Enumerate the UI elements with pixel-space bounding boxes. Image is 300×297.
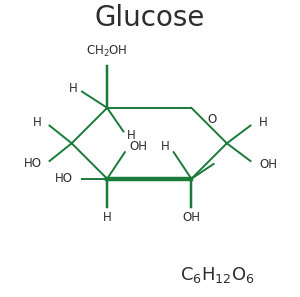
Text: HO: HO bbox=[24, 157, 42, 170]
Text: H: H bbox=[126, 129, 135, 142]
Text: C$_6$H$_{12}$O$_6$: C$_6$H$_{12}$O$_6$ bbox=[181, 265, 256, 285]
Text: Glucose: Glucose bbox=[95, 4, 205, 32]
Text: O: O bbox=[207, 113, 216, 126]
Text: OH: OH bbox=[182, 211, 200, 224]
Text: H: H bbox=[260, 116, 268, 129]
Text: H: H bbox=[33, 116, 42, 129]
Text: OH: OH bbox=[260, 158, 278, 171]
Text: H: H bbox=[160, 140, 169, 153]
Text: HO: HO bbox=[55, 172, 73, 185]
Text: OH: OH bbox=[129, 140, 147, 153]
Text: H: H bbox=[69, 82, 77, 95]
Text: H: H bbox=[103, 211, 112, 224]
Text: CH$_2$OH: CH$_2$OH bbox=[86, 44, 128, 59]
